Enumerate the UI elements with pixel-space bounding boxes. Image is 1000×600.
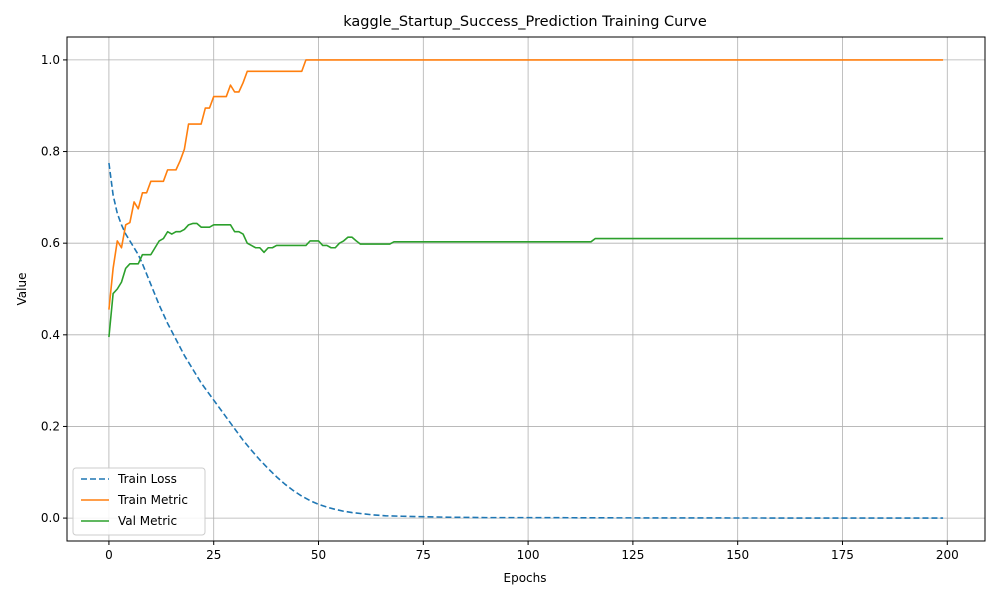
x-tick-label: 200	[936, 548, 959, 562]
x-tick-label: 125	[621, 548, 644, 562]
y-axis-label: Value	[15, 273, 29, 306]
y-tick-label: 0.2	[41, 419, 60, 433]
y-tick-label: 0.4	[41, 328, 60, 342]
y-tick-label: 1.0	[41, 53, 60, 67]
y-axis-ticks: 0.0 0.2 0.4 0.6 0.8 1.0	[41, 53, 67, 525]
x-tick-label: 175	[831, 548, 854, 562]
legend: Train Loss Train Metric Val Metric	[72, 467, 206, 536]
x-axis-label: Epochs	[504, 571, 547, 585]
x-axis-ticks: 0 25 50 75 100 125 150 175 200	[105, 541, 959, 562]
series-lines	[108, 59, 944, 519]
legend-entry: Train Loss	[117, 472, 177, 486]
x-tick-label: 50	[311, 548, 326, 562]
x-tick-label: 150	[726, 548, 749, 562]
x-tick-label: 0	[105, 548, 113, 562]
x-tick-label: 75	[416, 548, 431, 562]
series-line-1	[108, 59, 944, 310]
plot-frame	[66, 36, 986, 542]
y-tick-label: 0.8	[41, 145, 60, 159]
x-tick-label: 25	[206, 548, 221, 562]
legend-box	[72, 467, 206, 536]
legend-entry: Train Metric	[117, 493, 188, 507]
x-tick-label: 100	[517, 548, 540, 562]
y-tick-label: 0.6	[41, 236, 60, 250]
series-line-2	[108, 222, 944, 338]
legend-entry: Val Metric	[118, 514, 177, 528]
y-tick-label: 0.0	[41, 511, 60, 525]
chart-title: kaggle_Startup_Success_Prediction Traini…	[343, 14, 707, 30]
